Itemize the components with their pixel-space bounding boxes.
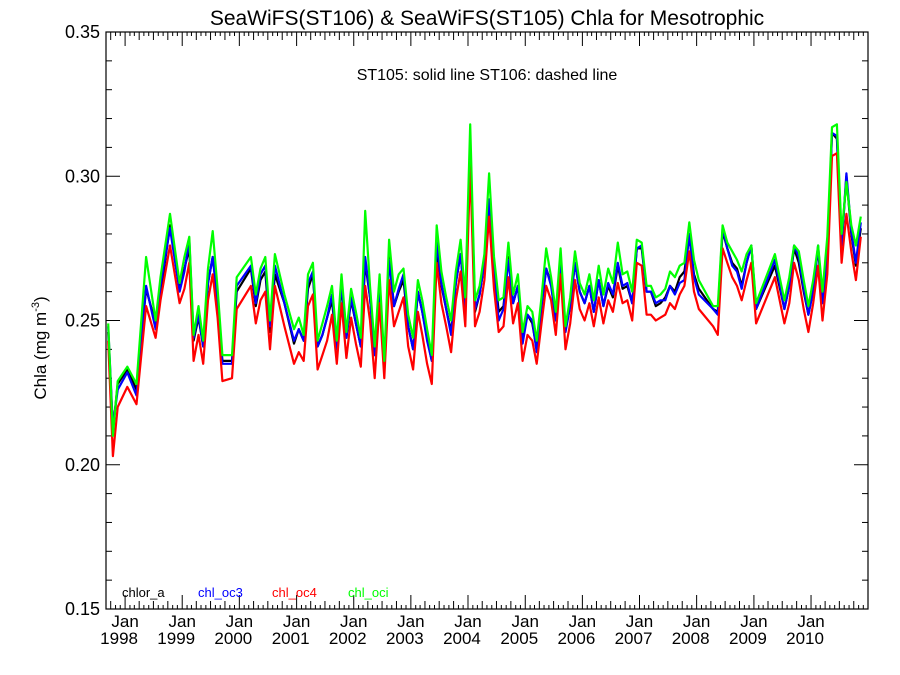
x-tick-month: Jan — [683, 612, 710, 631]
series-line-chl-oc3 — [107, 131, 862, 429]
x-tick-year: 1999 — [157, 629, 195, 648]
x-tick-month: Jan — [169, 612, 196, 631]
y-tick-label: 0.15 — [65, 599, 100, 619]
y-axis: 0.15 0.20 0.25 0.30 0.35 — [65, 22, 868, 619]
x-tick-month: Jan — [340, 612, 367, 631]
legend-item-chlor-a: chlor_a — [122, 585, 165, 600]
x-tick-month: Jan — [111, 612, 138, 631]
series-line-chl-oc4 — [107, 152, 862, 458]
x-tick-month: Jan — [283, 612, 310, 631]
x-tick-year: 2005 — [500, 629, 538, 648]
y-tick-label: 0.30 — [65, 166, 100, 186]
x-tick-month: Jan — [397, 612, 424, 631]
x-tick-year: 2000 — [214, 629, 252, 648]
y-axis-label: Chla (mg m-3) — [30, 296, 50, 399]
x-tick-year: 2006 — [557, 629, 595, 648]
series-line-chl-oci — [107, 123, 862, 437]
x-tick-year: 2010 — [786, 629, 824, 648]
y-tick-label: 0.35 — [65, 22, 100, 42]
chart-annotation: ST105: solid line ST106: dashed line — [357, 67, 618, 84]
legend-item-chl-oc3: chl_oc3 — [198, 585, 243, 600]
x-tick-month: Jan — [454, 612, 481, 631]
x-tick-month: Jan — [797, 612, 824, 631]
x-tick-year: 1998 — [100, 629, 138, 648]
x-tick-year: 2009 — [729, 629, 767, 648]
y-tick-label: 0.20 — [65, 455, 100, 475]
x-tick-month: Jan — [226, 612, 253, 631]
x-tick-year: 2002 — [329, 629, 367, 648]
x-tick-year: 2008 — [672, 629, 710, 648]
x-tick-year: 2003 — [386, 629, 424, 648]
x-tick-year: 2001 — [272, 629, 310, 648]
x-tick-month: Jan — [512, 612, 539, 631]
chart-title: SeaWiFS(ST106) & SeaWiFS(ST105) Chla for… — [210, 7, 764, 30]
x-tick-month: Jan — [626, 612, 653, 631]
legend: chlor_a chl_oc3 chl_oc4 chl_oci — [122, 585, 389, 600]
x-tick-month: Jan — [569, 612, 596, 631]
series-lines — [107, 123, 862, 458]
y-tick-label: 0.25 — [65, 311, 100, 331]
legend-item-chl-oc4: chl_oc4 — [272, 585, 317, 600]
x-tick-month: Jan — [740, 612, 767, 631]
x-tick-year: 2004 — [443, 629, 481, 648]
legend-item-chl-oci: chl_oci — [348, 585, 389, 600]
x-tick-year: 2007 — [615, 629, 653, 648]
x-axis: Jan1998Jan1999Jan2000Jan2001Jan2002Jan20… — [100, 32, 864, 648]
